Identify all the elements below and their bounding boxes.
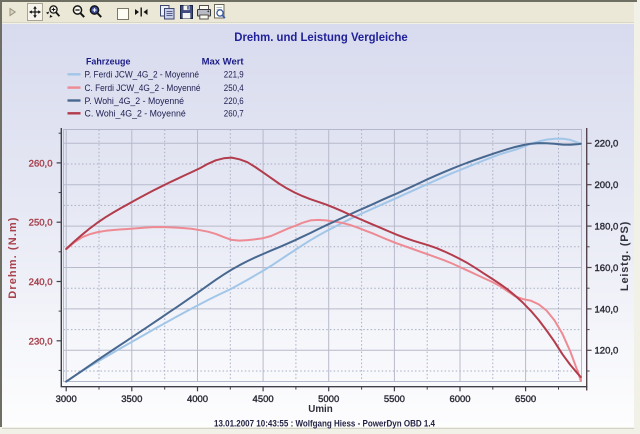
svg-text:Fahrzeuge: Fahrzeuge bbox=[86, 56, 130, 67]
svg-text:260,7: 260,7 bbox=[224, 109, 244, 119]
svg-text:120,0: 120,0 bbox=[595, 346, 619, 357]
svg-text:4000: 4000 bbox=[187, 394, 208, 405]
svg-text:5500: 5500 bbox=[384, 394, 405, 405]
svg-text:3500: 3500 bbox=[121, 394, 142, 405]
svg-text:140,0: 140,0 bbox=[595, 304, 619, 315]
svg-text:Umin: Umin bbox=[308, 403, 333, 415]
svg-text:240,0: 240,0 bbox=[29, 277, 53, 288]
svg-text:221,9: 221,9 bbox=[224, 70, 244, 80]
svg-text:6000: 6000 bbox=[449, 394, 470, 405]
svg-text:180,0: 180,0 bbox=[595, 222, 619, 233]
svg-text:C. Wohi_4G_2 - Moyenné: C. Wohi_4G_2 - Moyenné bbox=[85, 109, 186, 119]
svg-text:Leistg. (PS): Leistg. (PS) bbox=[619, 221, 631, 291]
svg-text:220,0: 220,0 bbox=[595, 139, 619, 150]
svg-text:P. Ferdi JCW_4G_2 - Moyenné: P. Ferdi JCW_4G_2 - Moyenné bbox=[85, 70, 200, 80]
svg-text:220,6: 220,6 bbox=[224, 96, 244, 106]
svg-text:200,0: 200,0 bbox=[595, 180, 619, 191]
svg-text:Max Wert: Max Wert bbox=[202, 56, 244, 67]
svg-text:250,4: 250,4 bbox=[224, 83, 244, 93]
svg-text:P. Wohi_4G_2 - Moyenné: P. Wohi_4G_2 - Moyenné bbox=[85, 96, 185, 106]
svg-text:250,0: 250,0 bbox=[29, 218, 53, 229]
svg-text:230,0: 230,0 bbox=[29, 336, 53, 347]
svg-text:3000: 3000 bbox=[56, 394, 77, 405]
svg-text:5000: 5000 bbox=[318, 394, 339, 405]
svg-text:160,0: 160,0 bbox=[595, 263, 619, 274]
svg-text:6500: 6500 bbox=[515, 394, 536, 405]
svg-text:13.01.2007 10:43:55 : Wolfgang: 13.01.2007 10:43:55 : Wolfgang Hiess - P… bbox=[214, 418, 435, 428]
svg-text:Drehm. (N.m): Drehm. (N.m) bbox=[7, 216, 19, 298]
svg-text:Drehm. und Leistung Vergleiche: Drehm. und Leistung Vergleiche bbox=[234, 30, 408, 44]
svg-text:260,0: 260,0 bbox=[29, 158, 53, 169]
svg-text:4500: 4500 bbox=[253, 394, 274, 405]
svg-text:C. Ferdi JCW_4G_2 - Moyenné: C. Ferdi JCW_4G_2 - Moyenné bbox=[85, 83, 201, 93]
